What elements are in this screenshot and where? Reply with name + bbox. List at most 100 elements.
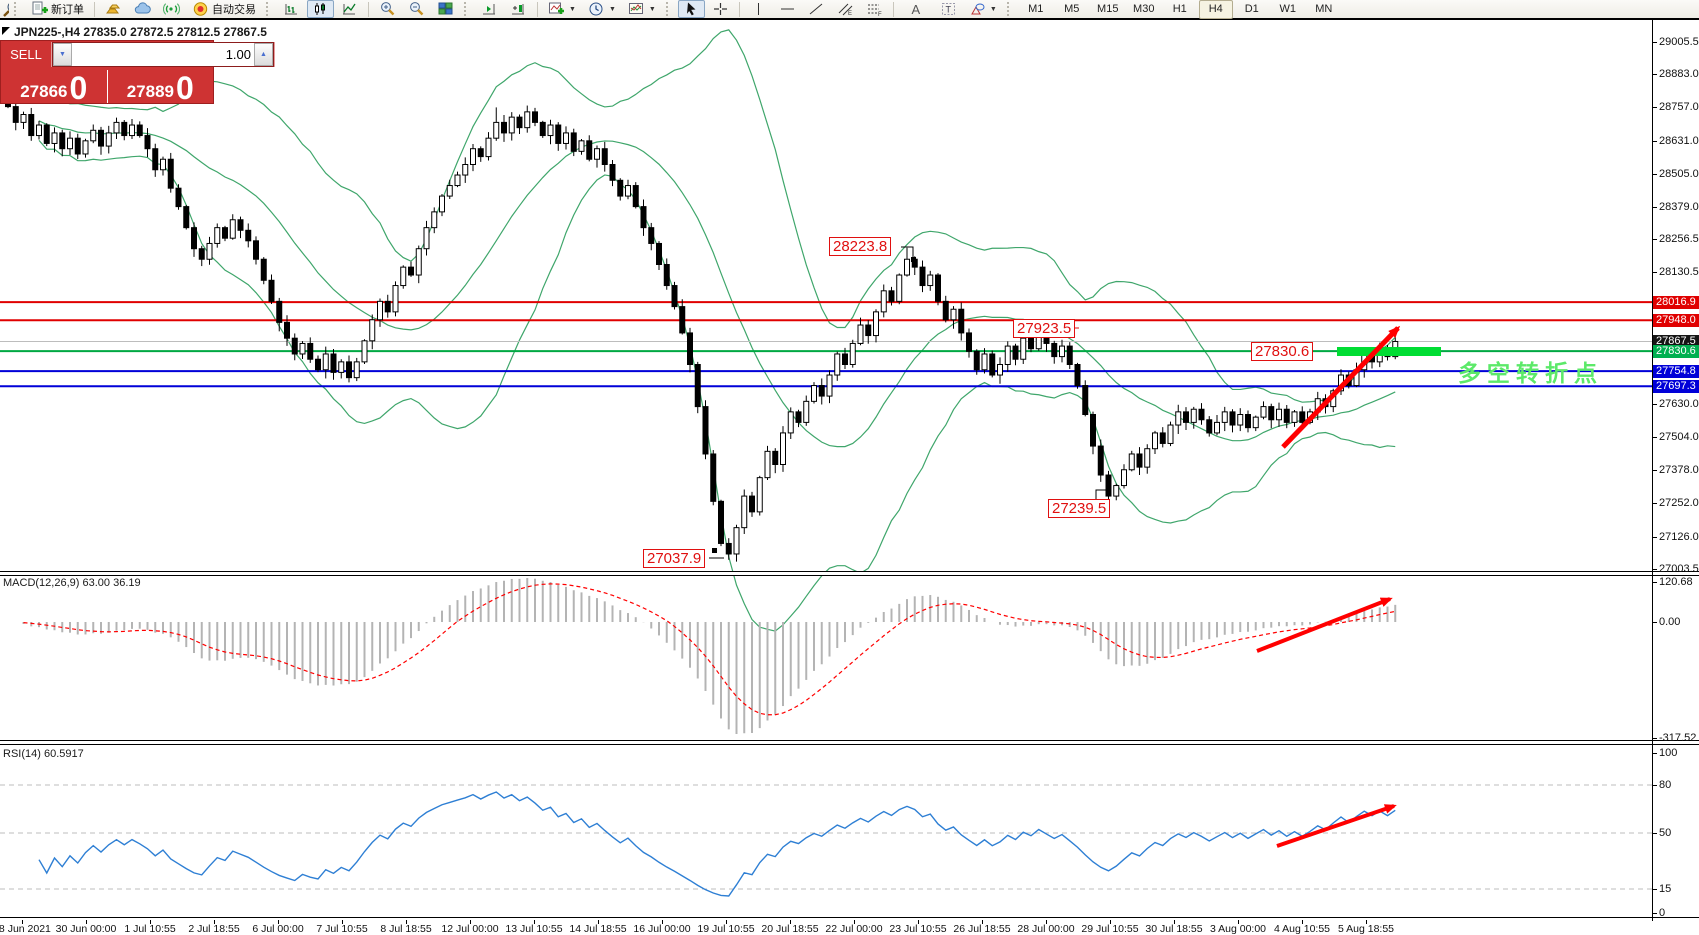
- buy-button[interactable]: BUY: [274, 42, 331, 67]
- crosshair-icon[interactable]: [707, 0, 734, 18]
- price-annotation-box[interactable]: 27923.5: [1013, 319, 1076, 338]
- candlestick: [260, 258, 267, 281]
- text-label-tool-icon[interactable]: T: [935, 0, 962, 18]
- candlestick: [129, 124, 135, 137]
- vertical-line-tool-icon[interactable]: [745, 0, 772, 18]
- candlestick: [470, 148, 476, 165]
- volume-input[interactable]: [72, 43, 254, 66]
- trendline-tool-icon[interactable]: [803, 0, 830, 18]
- horizontal-line-tool-icon[interactable]: [774, 0, 801, 18]
- tab-timeframe-d1[interactable]: D1: [1244, 3, 1259, 15]
- candlestick: [718, 500, 724, 544]
- candlestick: [632, 185, 639, 208]
- candlestick: [1020, 337, 1027, 360]
- template-icon: [628, 1, 645, 17]
- buy-price[interactable]: 27889 0: [108, 68, 214, 105]
- candlestick-chart-icon[interactable]: [307, 0, 334, 18]
- candlestick: [198, 248, 205, 260]
- candlestick: [1245, 414, 1251, 429]
- sell-button[interactable]: SELL: [1, 42, 52, 67]
- text-tool-button[interactable]: A: [911, 1, 921, 17]
- candlestick: [43, 124, 50, 144]
- tab-timeframe-h1[interactable]: H1: [1172, 3, 1187, 15]
- pane-separator[interactable]: [0, 740, 1699, 745]
- candlestick: [904, 258, 910, 276]
- candlestick: [834, 353, 841, 376]
- price-annotation-box[interactable]: 28223.8: [829, 237, 892, 256]
- templates-button[interactable]: ▼: [623, 0, 661, 19]
- market-watch-icon[interactable]: [100, 0, 127, 18]
- price-annotation-box[interactable]: 27239.5: [1048, 499, 1111, 518]
- price-annotation-box[interactable]: 27830.6: [1251, 342, 1314, 361]
- time-axis-label: 13 Jul 10:55: [505, 923, 563, 935]
- shapes-button[interactable]: ▼: [964, 0, 1002, 19]
- candlestick: [818, 385, 825, 397]
- tab-timeframe-m15[interactable]: M15: [1097, 3, 1119, 15]
- price-axis-tick: 27126.0: [1653, 530, 1699, 543]
- sell-price-main: 27866: [20, 82, 68, 101]
- price-annotation-box[interactable]: 27037.9: [643, 549, 706, 568]
- trend-arrow: [1276, 804, 1397, 848]
- time-axis-label: 28 Jun 2021: [0, 923, 51, 935]
- candlestick: [501, 121, 507, 134]
- line-chart-icon[interactable]: [336, 0, 363, 18]
- zoom-out-icon[interactable]: [403, 0, 430, 18]
- tab-timeframe-h4[interactable]: H4: [1198, 0, 1233, 19]
- candlestick: [1082, 385, 1089, 416]
- price-axis-tick: 27504.0: [1653, 431, 1699, 444]
- new-order-button[interactable]: 新订单: [26, 0, 89, 19]
- fibonacci-tool-icon[interactable]: F: [861, 0, 888, 18]
- label-connector: [1095, 489, 1111, 499]
- candlestick: [12, 106, 19, 123]
- candlestick: [795, 411, 802, 423]
- candlestick: [214, 227, 221, 244]
- tile-windows-icon[interactable]: [432, 0, 459, 18]
- connector-marker: [911, 257, 916, 262]
- connector-marker: [712, 548, 717, 553]
- auto-scroll-icon[interactable]: [476, 0, 503, 18]
- tab-timeframe-m5[interactable]: M5: [1064, 3, 1080, 15]
- signal-icon[interactable]: [158, 0, 185, 18]
- chevron-down-icon: ▼: [569, 5, 576, 13]
- pane-separator[interactable]: [0, 571, 1699, 576]
- volume-increase-button[interactable]: ▲: [254, 43, 273, 66]
- candlestick: [152, 148, 159, 171]
- chart-note-text: 多空转折点: [1458, 360, 1603, 386]
- candlestick: [1028, 337, 1034, 350]
- sell-price[interactable]: 27866 0: [1, 68, 107, 105]
- candlestick: [51, 132, 58, 144]
- candlestick: [229, 219, 236, 239]
- zoom-in-icon[interactable]: [374, 0, 401, 18]
- tab-timeframe-m1[interactable]: M1: [1028, 3, 1044, 15]
- candlestick: [710, 453, 717, 502]
- main-toolbar: 新订单 自动交易 ▼ ▼ ▼ E F A T: [0, 0, 1699, 20]
- indicators-button[interactable]: ▼: [543, 0, 581, 19]
- candlestick: [725, 542, 732, 555]
- candlestick: [617, 179, 624, 197]
- tab-timeframe-mn[interactable]: MN: [1315, 3, 1333, 15]
- chart-shift-icon[interactable]: [505, 0, 532, 18]
- tab-timeframe-m30[interactable]: M30: [1133, 3, 1155, 15]
- candlestick: [772, 450, 779, 465]
- channel-tool-icon[interactable]: E: [832, 0, 859, 18]
- candlestick: [508, 116, 515, 134]
- candlestick: [1128, 453, 1135, 471]
- candlestick: [74, 137, 81, 155]
- macd-axis-tick: 120.68: [1653, 576, 1699, 588]
- price-axis-tick: 28505.0: [1653, 167, 1699, 180]
- autotrading-button[interactable]: 自动交易: [187, 0, 261, 19]
- candlestick: [276, 300, 283, 323]
- tab-timeframe-w1[interactable]: W1: [1279, 3, 1297, 15]
- time-axis-label: 16 Jul 00:00: [633, 923, 691, 935]
- time-axis-tick: [86, 920, 87, 924]
- candlestick: [237, 219, 244, 231]
- periods-button[interactable]: ▼: [583, 0, 621, 19]
- price-axis-tick: 28883.0: [1653, 68, 1699, 81]
- cursor-icon[interactable]: [677, 0, 705, 18]
- bar-chart-icon[interactable]: [278, 0, 305, 18]
- volume-decrease-button[interactable]: ▼: [53, 43, 72, 66]
- chart-context-icon[interactable]: [0, 1, 9, 17]
- news-cloud-icon[interactable]: [129, 0, 156, 18]
